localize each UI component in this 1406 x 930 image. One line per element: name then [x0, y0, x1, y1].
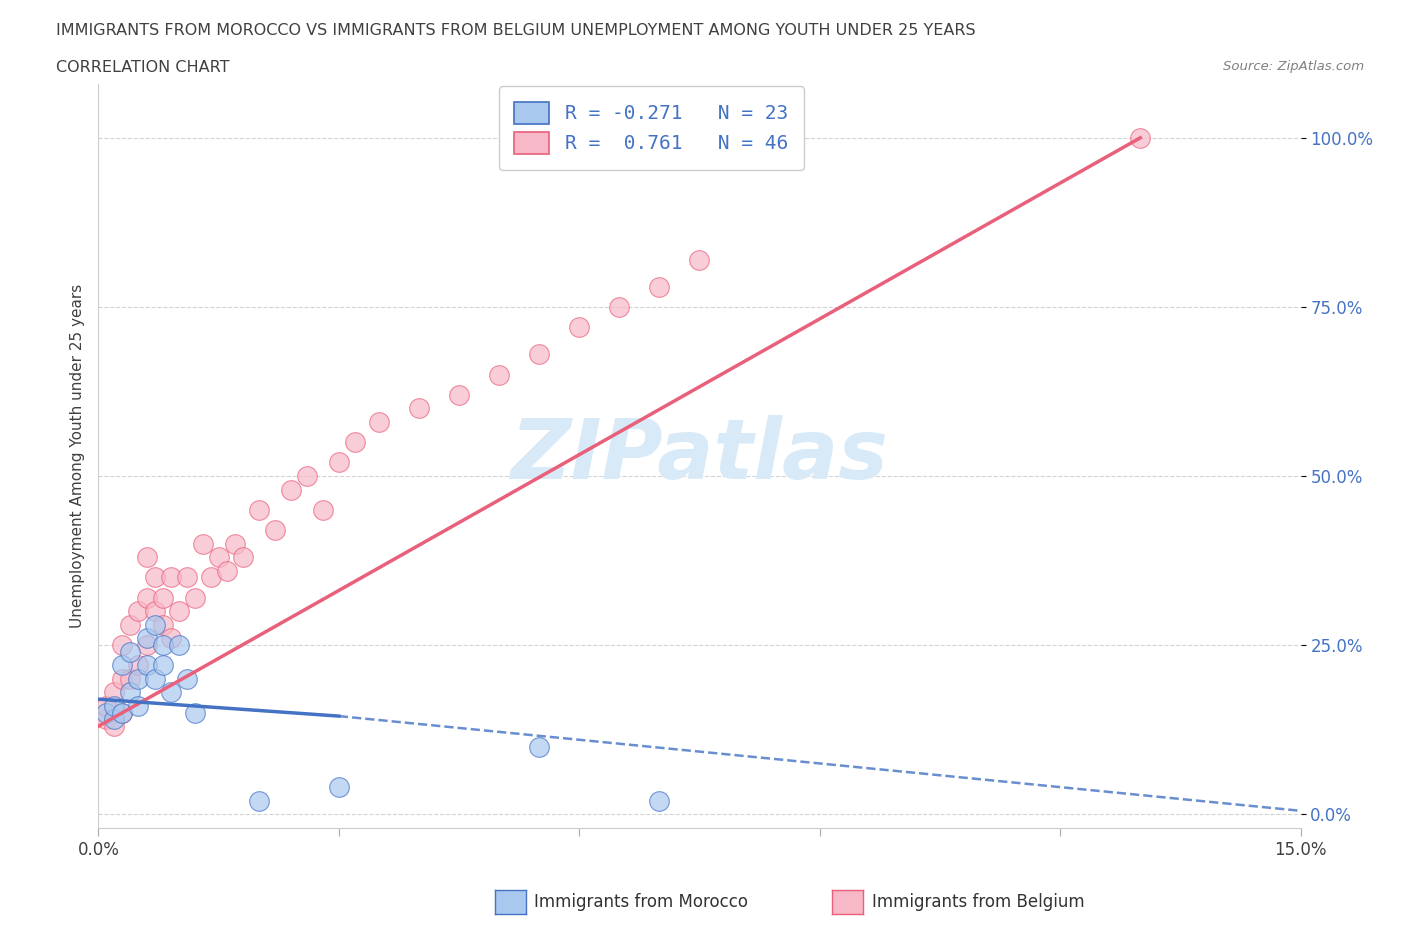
Point: [128, 671, 150, 686]
Point: [183, 591, 205, 605]
Point: [135, 631, 157, 645]
Point: [120, 644, 142, 659]
Point: [191, 537, 214, 551]
Point: [280, 482, 302, 497]
Point: [96, 712, 118, 727]
Point: [648, 279, 671, 294]
Text: CORRELATION CHART: CORRELATION CHART: [56, 60, 229, 75]
Point: [111, 658, 134, 672]
Point: [128, 604, 150, 618]
Point: [295, 469, 318, 484]
Point: [312, 502, 335, 517]
Point: [488, 367, 510, 382]
Point: [135, 591, 157, 605]
Point: [103, 712, 125, 727]
Point: [111, 638, 134, 653]
Text: ZIPatlas: ZIPatlas: [510, 415, 889, 497]
Point: [152, 591, 174, 605]
Point: [1129, 130, 1152, 145]
Point: [688, 252, 710, 267]
Point: [128, 698, 150, 713]
Point: [135, 658, 157, 672]
Point: [143, 604, 166, 618]
Point: [103, 685, 125, 700]
Point: [143, 618, 166, 632]
Point: [368, 415, 391, 430]
Point: [447, 388, 470, 403]
Point: [167, 604, 190, 618]
Point: [152, 618, 174, 632]
Point: [224, 537, 246, 551]
Point: [111, 705, 134, 720]
Point: [568, 320, 591, 335]
Point: [263, 523, 285, 538]
Point: [208, 550, 231, 565]
Text: Source: ZipAtlas.com: Source: ZipAtlas.com: [1223, 60, 1364, 73]
Point: [103, 698, 125, 713]
Point: [247, 793, 270, 808]
Point: [120, 618, 142, 632]
Point: [159, 685, 181, 700]
Point: [111, 671, 134, 686]
Point: [120, 671, 142, 686]
Point: [529, 739, 551, 754]
Point: [247, 502, 270, 517]
Point: [328, 455, 350, 470]
Point: [183, 705, 205, 720]
Point: [96, 698, 118, 713]
Point: [152, 638, 174, 653]
Y-axis label: Unemployment Among Youth under 25 years: Unemployment Among Youth under 25 years: [69, 284, 84, 628]
Point: [176, 671, 198, 686]
Point: [152, 658, 174, 672]
Point: [232, 550, 254, 565]
Point: [167, 638, 190, 653]
Point: [343, 434, 366, 449]
Point: [103, 719, 125, 734]
Point: [128, 658, 150, 672]
Point: [200, 570, 222, 585]
Legend: R = -0.271   N = 23, R =  0.761   N = 46: R = -0.271 N = 23, R = 0.761 N = 46: [499, 86, 804, 170]
Point: [328, 779, 350, 794]
Point: [648, 793, 671, 808]
Point: [215, 564, 238, 578]
Point: [143, 570, 166, 585]
Point: [135, 550, 157, 565]
Point: [529, 347, 551, 362]
Text: Immigrants from Morocco: Immigrants from Morocco: [534, 893, 748, 911]
Text: Immigrants from Belgium: Immigrants from Belgium: [872, 893, 1084, 911]
Point: [135, 638, 157, 653]
Text: IMMIGRANTS FROM MOROCCO VS IMMIGRANTS FROM BELGIUM UNEMPLOYMENT AMONG YOUTH UNDE: IMMIGRANTS FROM MOROCCO VS IMMIGRANTS FR…: [56, 23, 976, 38]
Point: [96, 705, 118, 720]
Point: [159, 631, 181, 645]
Point: [111, 705, 134, 720]
Point: [120, 685, 142, 700]
Point: [143, 671, 166, 686]
Point: [408, 401, 430, 416]
Point: [176, 570, 198, 585]
Point: [159, 570, 181, 585]
Point: [609, 299, 631, 314]
